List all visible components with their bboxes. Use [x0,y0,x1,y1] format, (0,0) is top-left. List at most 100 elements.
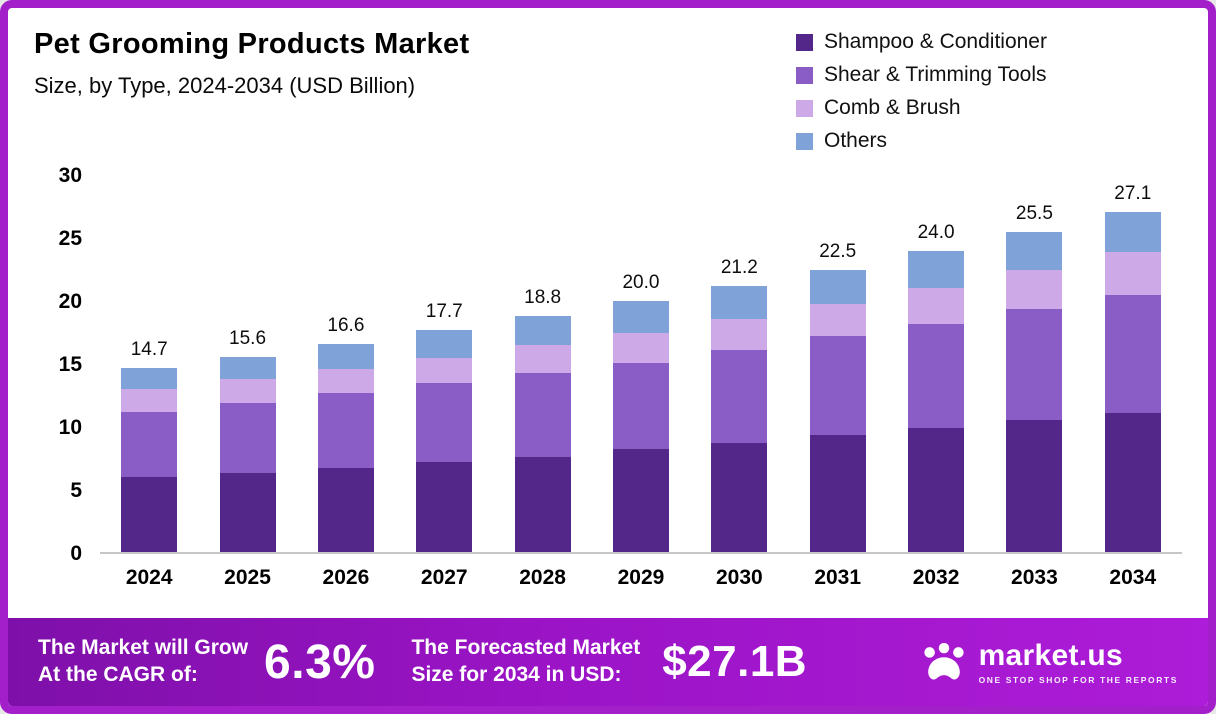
bar-segment-comb-brush [317,369,374,393]
x-axis-label-2033: 2033 [1011,566,1058,589]
bar-total-label: 17.7 [425,301,463,323]
bar-total-label: 16.6 [327,314,365,336]
bar-segment-others [514,316,571,346]
bar-segment-comb-brush [219,379,276,403]
bar-segment-others [908,251,965,288]
y-tick-label: 10 [58,416,82,439]
bar-segment-shampoo-conditioner [908,427,965,552]
x-axis-label-2034: 2034 [1109,566,1157,589]
forecast-label-line2: Size for 2034 in USD: [411,663,622,686]
chart-legend: Shampoo & Conditioner Shear & Trimming T… [796,30,1047,162]
bar-segment-others [317,343,374,370]
x-axis-label-2026: 2026 [322,566,370,589]
bar-2030: 21.2 [690,176,788,552]
bar-total-label: 25.5 [1015,203,1053,225]
bar-2026: 16.6 [297,176,395,552]
legend-swatch [796,99,813,117]
legend-item-shear-trimming-tools: Shear & Trimming Tools [796,63,1047,87]
legend-swatch [796,66,813,84]
bar-segment-comb-brush [612,332,669,363]
cagr-label: The Market will Grow At the CAGR of: [38,635,248,689]
x-axis-label-2025: 2025 [224,566,271,589]
cagr-label-line2: At the CAGR of: [38,663,198,686]
brand-tagline: ONE STOP SHOP FOR THE REPORTS [978,675,1178,685]
bar-segment-shampoo-conditioner [317,468,374,552]
bar-segment-shampoo-conditioner [1006,420,1063,552]
bar-segment-shear-trimming-tools [1104,295,1161,413]
x-axis-label-2024: 2024 [125,566,173,589]
bar-segment-shear-trimming-tools [219,402,276,474]
x-axis-label-2031: 2031 [814,566,862,589]
bar-segment-shampoo-conditioner [121,476,178,552]
bar-segment-comb-brush [416,357,473,383]
bar-total-label: 18.8 [524,287,562,309]
bar-segment-shampoo-conditioner [612,449,669,552]
bar-total-label: 27.1 [1114,183,1152,205]
bar-2027: 17.7 [395,176,493,552]
forecast-value: $27.1B [662,637,808,686]
legend-swatch [796,132,813,150]
bar-segment-shear-trimming-tools [711,350,768,443]
y-axis: 0 5 10 15 20 25 30 [28,164,90,565]
brand-text: market.us ONE STOP SHOP FOR THE REPORTS [979,639,1178,685]
legend-swatch [796,33,813,51]
bar-segment-shear-trimming-tools [416,382,473,462]
bar-segment-others [1006,232,1063,271]
bar-segment-shear-trimming-tools [121,411,178,477]
plot-wrap: 0 5 10 15 20 25 30 14.7 15.6 16.6 17.7 18.8 20.0 21.… [28,164,1182,565]
bar-2034: 27.1 [1084,176,1182,552]
bar-segment-comb-brush [514,345,571,373]
cagr-label-line1: The Market will Grow [38,636,249,660]
bar-segment-shampoo-conditioner [416,461,473,552]
bar-segment-others [416,330,473,358]
bar-segment-shear-trimming-tools [908,323,965,428]
market-us-brand: market.us ONE STOP SHOP FOR THE REPORTS [921,639,1178,685]
bar-segment-shampoo-conditioner [514,456,571,552]
bar-2032: 24.0 [887,176,985,552]
y-tick-label: 30 [58,164,82,187]
y-tick-label: 0 [70,542,82,565]
bar-total-label: 20.0 [622,272,660,294]
bar-2028: 18.8 [493,176,591,552]
legend-item-others: Others [796,129,1047,153]
forecast-label-line1: The Forecasted Market [411,636,641,660]
y-tick-label: 25 [58,227,82,250]
bar-segment-comb-brush [1104,252,1161,296]
legend-item-shampoo-conditioner: Shampoo & Conditioner [796,30,1047,54]
bar-2029: 20.0 [592,176,690,552]
x-axis-label-2028: 2028 [519,566,566,589]
stacked-bar-chart: 0 5 10 15 20 25 30 14.7 15.6 16.6 17.7 18.8 20.0 21.… [28,164,1182,590]
bar-segment-shear-trimming-tools [1006,308,1063,421]
page-title: Pet Grooming Products Market [34,28,470,60]
footer-banner: The Market will Grow At the CAGR of: 6.3… [8,618,1208,706]
bar-segment-shampoo-conditioner [1104,412,1161,552]
x-axis-label-2030: 2030 [715,566,763,589]
market-us-logo-icon [923,642,964,680]
legend-label: Others [824,129,888,152]
bar-total-label: 14.7 [130,338,168,360]
brand-name: market.us [978,639,1124,672]
bar-segment-shear-trimming-tools [514,372,571,457]
plot-area: 14.7 15.6 16.6 17.7 18.8 20.0 21.2 22.5 24.0 25.5… [100,176,1182,554]
y-tick-label: 5 [70,479,82,502]
bar-2024: 14.7 [100,176,198,552]
cagr-value: 6.3% [264,635,376,689]
bar-total-label: 15.6 [229,327,267,349]
bar-segment-shear-trimming-tools [612,362,669,450]
legend-item-comb-brush: Comb & Brush [796,96,1047,120]
bar-segment-comb-brush [121,389,178,412]
bar-2031: 22.5 [789,176,887,552]
x-axis-label-2029: 2029 [617,566,665,589]
bar-total-label: 24.0 [917,222,955,244]
bar-total-label: 22.5 [819,241,857,263]
bar-segment-comb-brush [809,303,866,337]
bar-segment-comb-brush [908,287,965,324]
bar-segment-shampoo-conditioner [809,435,866,552]
bar-segment-comb-brush [711,318,768,351]
bar-segment-others [121,367,178,390]
legend-label: Comb & Brush [824,96,961,119]
bar-segment-others [1104,212,1161,253]
legend-label: Shear & Trimming Tools [824,63,1047,86]
bar-segment-others [711,286,768,319]
